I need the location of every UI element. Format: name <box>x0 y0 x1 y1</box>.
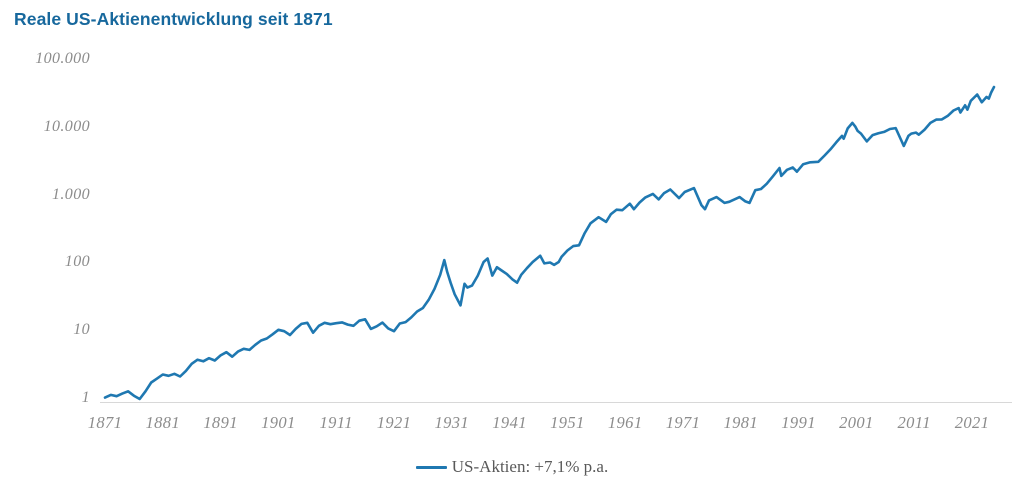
legend: US-Aktien: +7,1% p.a. <box>0 457 1024 477</box>
y-tick-label: 1 <box>81 389 90 406</box>
y-tick-label: 1.000 <box>52 185 90 203</box>
x-tick-label: 1951 <box>550 413 585 432</box>
us-stocks-series-line <box>103 85 996 401</box>
y-tick-label: 100.000 <box>35 50 90 67</box>
x-tick-label: 1981 <box>723 413 759 432</box>
x-tick-label: 1931 <box>434 413 470 432</box>
chart-title: Reale US-Aktienentwicklung seit 1871 <box>14 9 333 29</box>
x-tick-label: 1961 <box>607 413 643 432</box>
legend-line-swatch <box>415 465 447 469</box>
x-tick-label: 1941 <box>492 413 527 432</box>
x-tick-label: 1891 <box>203 413 238 432</box>
legend-label: US-Aktien: +7,1% p.a. <box>451 457 609 476</box>
y-tick-label: 100 <box>64 253 90 271</box>
y-tick-label: 10.000 <box>43 117 90 135</box>
x-tick-label: 1991 <box>781 413 816 432</box>
x-tick-label: 1911 <box>319 413 353 432</box>
x-tick-label: 1881 <box>145 413 181 432</box>
x-tick-label: 2021 <box>954 413 990 432</box>
x-tick-label: 1901 <box>261 413 296 432</box>
x-tick-label: 1871 <box>87 413 123 432</box>
x-tick-label: 2011 <box>897 413 931 432</box>
x-tick-label: 1921 <box>376 413 412 432</box>
x-tick-label: 2001 <box>839 413 874 432</box>
y-tick-label: 10 <box>73 321 90 339</box>
x-tick-label: 1971 <box>665 413 701 432</box>
